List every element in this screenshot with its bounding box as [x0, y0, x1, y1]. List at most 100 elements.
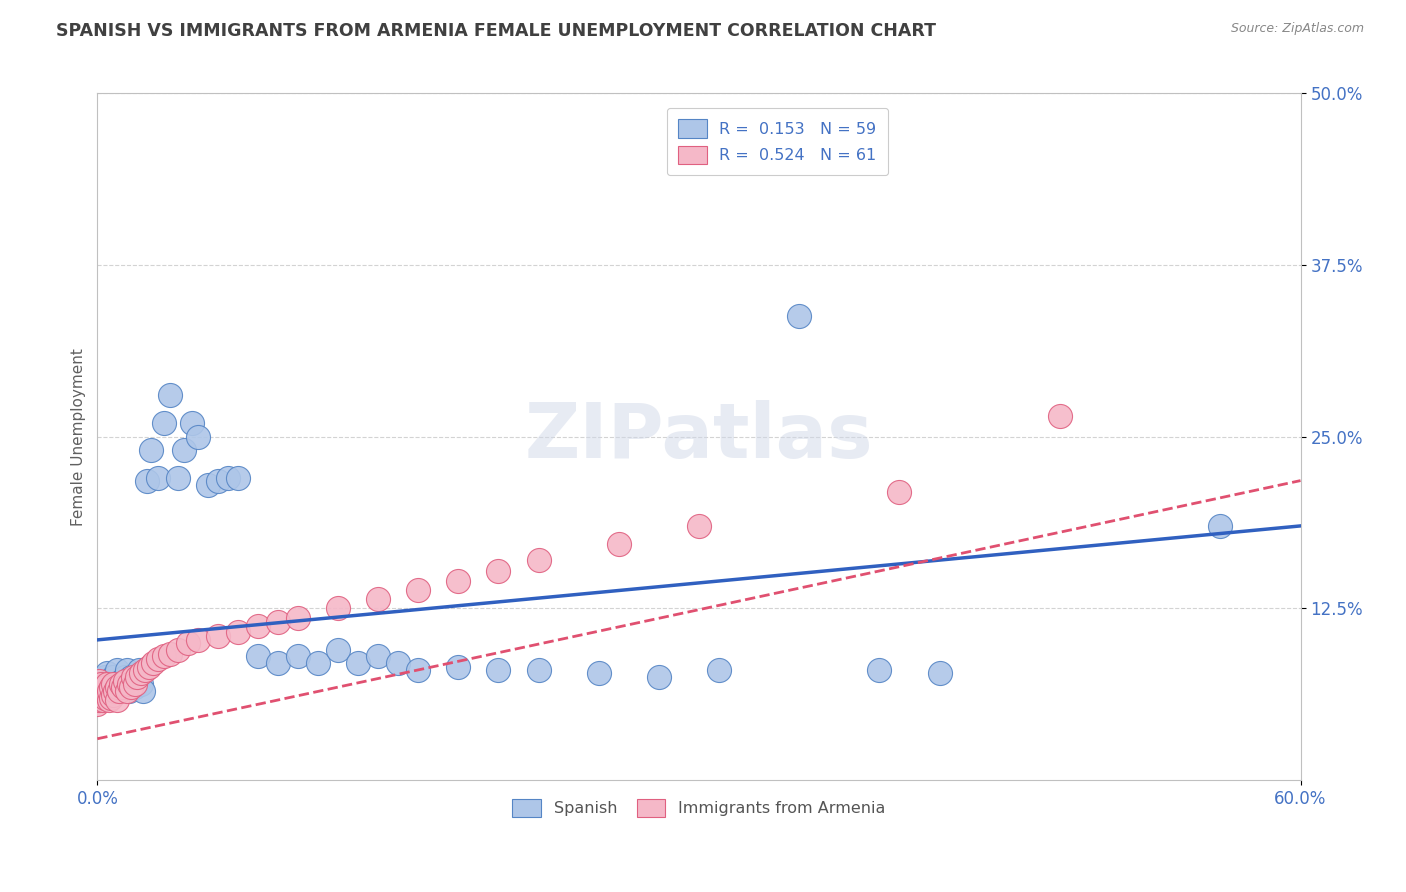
Point [104, 683, 127, 698]
Point [112, 680, 135, 694]
Point [387, 657, 409, 671]
Point [326, 601, 349, 615]
Point [928, 665, 950, 680]
Point [152, 649, 174, 664]
Point [226, 471, 249, 485]
Point [152, 416, 174, 430]
Point [486, 663, 509, 677]
Point [103, 670, 125, 684]
Point [128, 663, 150, 677]
Point [1209, 519, 1232, 533]
Point [527, 663, 550, 677]
Point [93, 674, 115, 689]
Point [100, 690, 122, 705]
Point [287, 649, 309, 664]
Legend: Spanish, Immigrants from Armenia: Spanish, Immigrants from Armenia [506, 792, 891, 823]
Point [96, 688, 118, 702]
Point [96, 677, 118, 691]
Point [146, 471, 169, 485]
Point [173, 443, 195, 458]
Point [187, 430, 209, 444]
Point [648, 670, 671, 684]
Point [217, 471, 239, 485]
Point [96, 665, 118, 680]
Point [89, 688, 111, 702]
Point [159, 647, 181, 661]
Point [124, 677, 146, 691]
Point [93, 693, 115, 707]
Point [103, 688, 125, 702]
Point [159, 388, 181, 402]
Point [90, 680, 112, 694]
Point [86, 683, 108, 698]
Point [131, 665, 153, 680]
Point [367, 591, 389, 606]
Point [117, 683, 139, 698]
Point [127, 670, 149, 684]
Point [688, 519, 710, 533]
Point [124, 680, 146, 694]
Point [141, 443, 163, 458]
Point [114, 674, 136, 689]
Point [98, 693, 121, 707]
Point [100, 680, 122, 694]
Point [90, 683, 112, 698]
Point [100, 683, 122, 698]
Point [86, 677, 108, 691]
Text: Source: ZipAtlas.com: Source: ZipAtlas.com [1230, 22, 1364, 36]
Point [120, 680, 142, 694]
Point [307, 657, 329, 671]
Point [1049, 409, 1071, 423]
Point [118, 677, 141, 691]
Point [94, 670, 117, 684]
Point [447, 574, 470, 588]
Point [94, 690, 117, 705]
Point [166, 471, 188, 485]
Point [486, 564, 509, 578]
Point [98, 683, 121, 698]
Point [187, 632, 209, 647]
Point [108, 680, 131, 694]
Point [90, 677, 112, 691]
Point [103, 677, 125, 691]
Point [868, 663, 890, 677]
Point [588, 665, 610, 680]
Point [112, 680, 135, 694]
Point [246, 619, 269, 633]
Point [120, 670, 142, 684]
Point [138, 660, 160, 674]
Point [447, 660, 470, 674]
Point [527, 553, 550, 567]
Point [197, 477, 219, 491]
Point [98, 677, 121, 691]
Text: ZIPatlas: ZIPatlas [524, 400, 873, 474]
Point [94, 680, 117, 694]
Point [107, 663, 129, 677]
Point [246, 649, 269, 664]
Point [86, 677, 108, 691]
Point [110, 677, 132, 691]
Point [86, 698, 108, 712]
Point [110, 674, 132, 689]
Point [134, 663, 156, 677]
Point [406, 663, 429, 677]
Point [117, 677, 139, 691]
Point [89, 674, 111, 689]
Point [127, 670, 149, 684]
Point [86, 690, 108, 705]
Point [122, 677, 145, 691]
Point [104, 677, 127, 691]
Point [267, 657, 290, 671]
Point [287, 611, 309, 625]
Point [367, 649, 389, 664]
Point [180, 416, 202, 430]
Point [107, 683, 129, 698]
Point [117, 663, 139, 677]
Point [142, 657, 165, 671]
Point [207, 474, 229, 488]
Point [131, 677, 153, 691]
Y-axis label: Female Unemployment: Female Unemployment [72, 348, 86, 525]
Point [889, 484, 911, 499]
Point [787, 309, 810, 323]
Point [207, 629, 229, 643]
